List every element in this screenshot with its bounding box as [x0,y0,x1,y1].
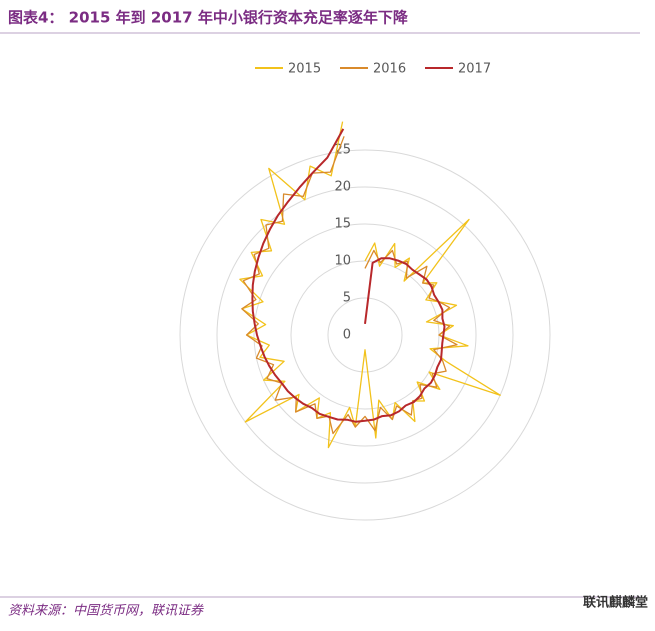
legend-label: 2016 [373,62,406,77]
grid-circle [290,260,440,410]
r-tick-label: 5 [343,291,351,306]
series-line [239,121,501,449]
grid-circle [253,223,477,447]
r-tick-label: 15 [334,217,351,232]
r-tick-label: 20 [334,180,351,195]
legend-label: 2015 [288,62,321,77]
grid-circle [179,149,551,521]
series-line [251,128,446,423]
plot: 0 5 10 15 20 25 2015 2016 2017 [179,62,551,521]
r-tick-label: 25 [334,143,351,158]
legend-label: 2017 [458,62,491,77]
r-tick-label: 10 [334,254,351,269]
r-tick-label: 0 [343,328,351,343]
chart-title: 图表4： 2015 年到 2017 年中小银行资本充足率逐年下降 [8,9,409,27]
grid-circle [216,186,514,484]
watermark: 联讯麒麟堂 [583,595,648,611]
source: 资料来源：中国货币网，联讯证券 [8,604,204,619]
grid-circle [327,297,403,373]
series-line [241,136,458,435]
